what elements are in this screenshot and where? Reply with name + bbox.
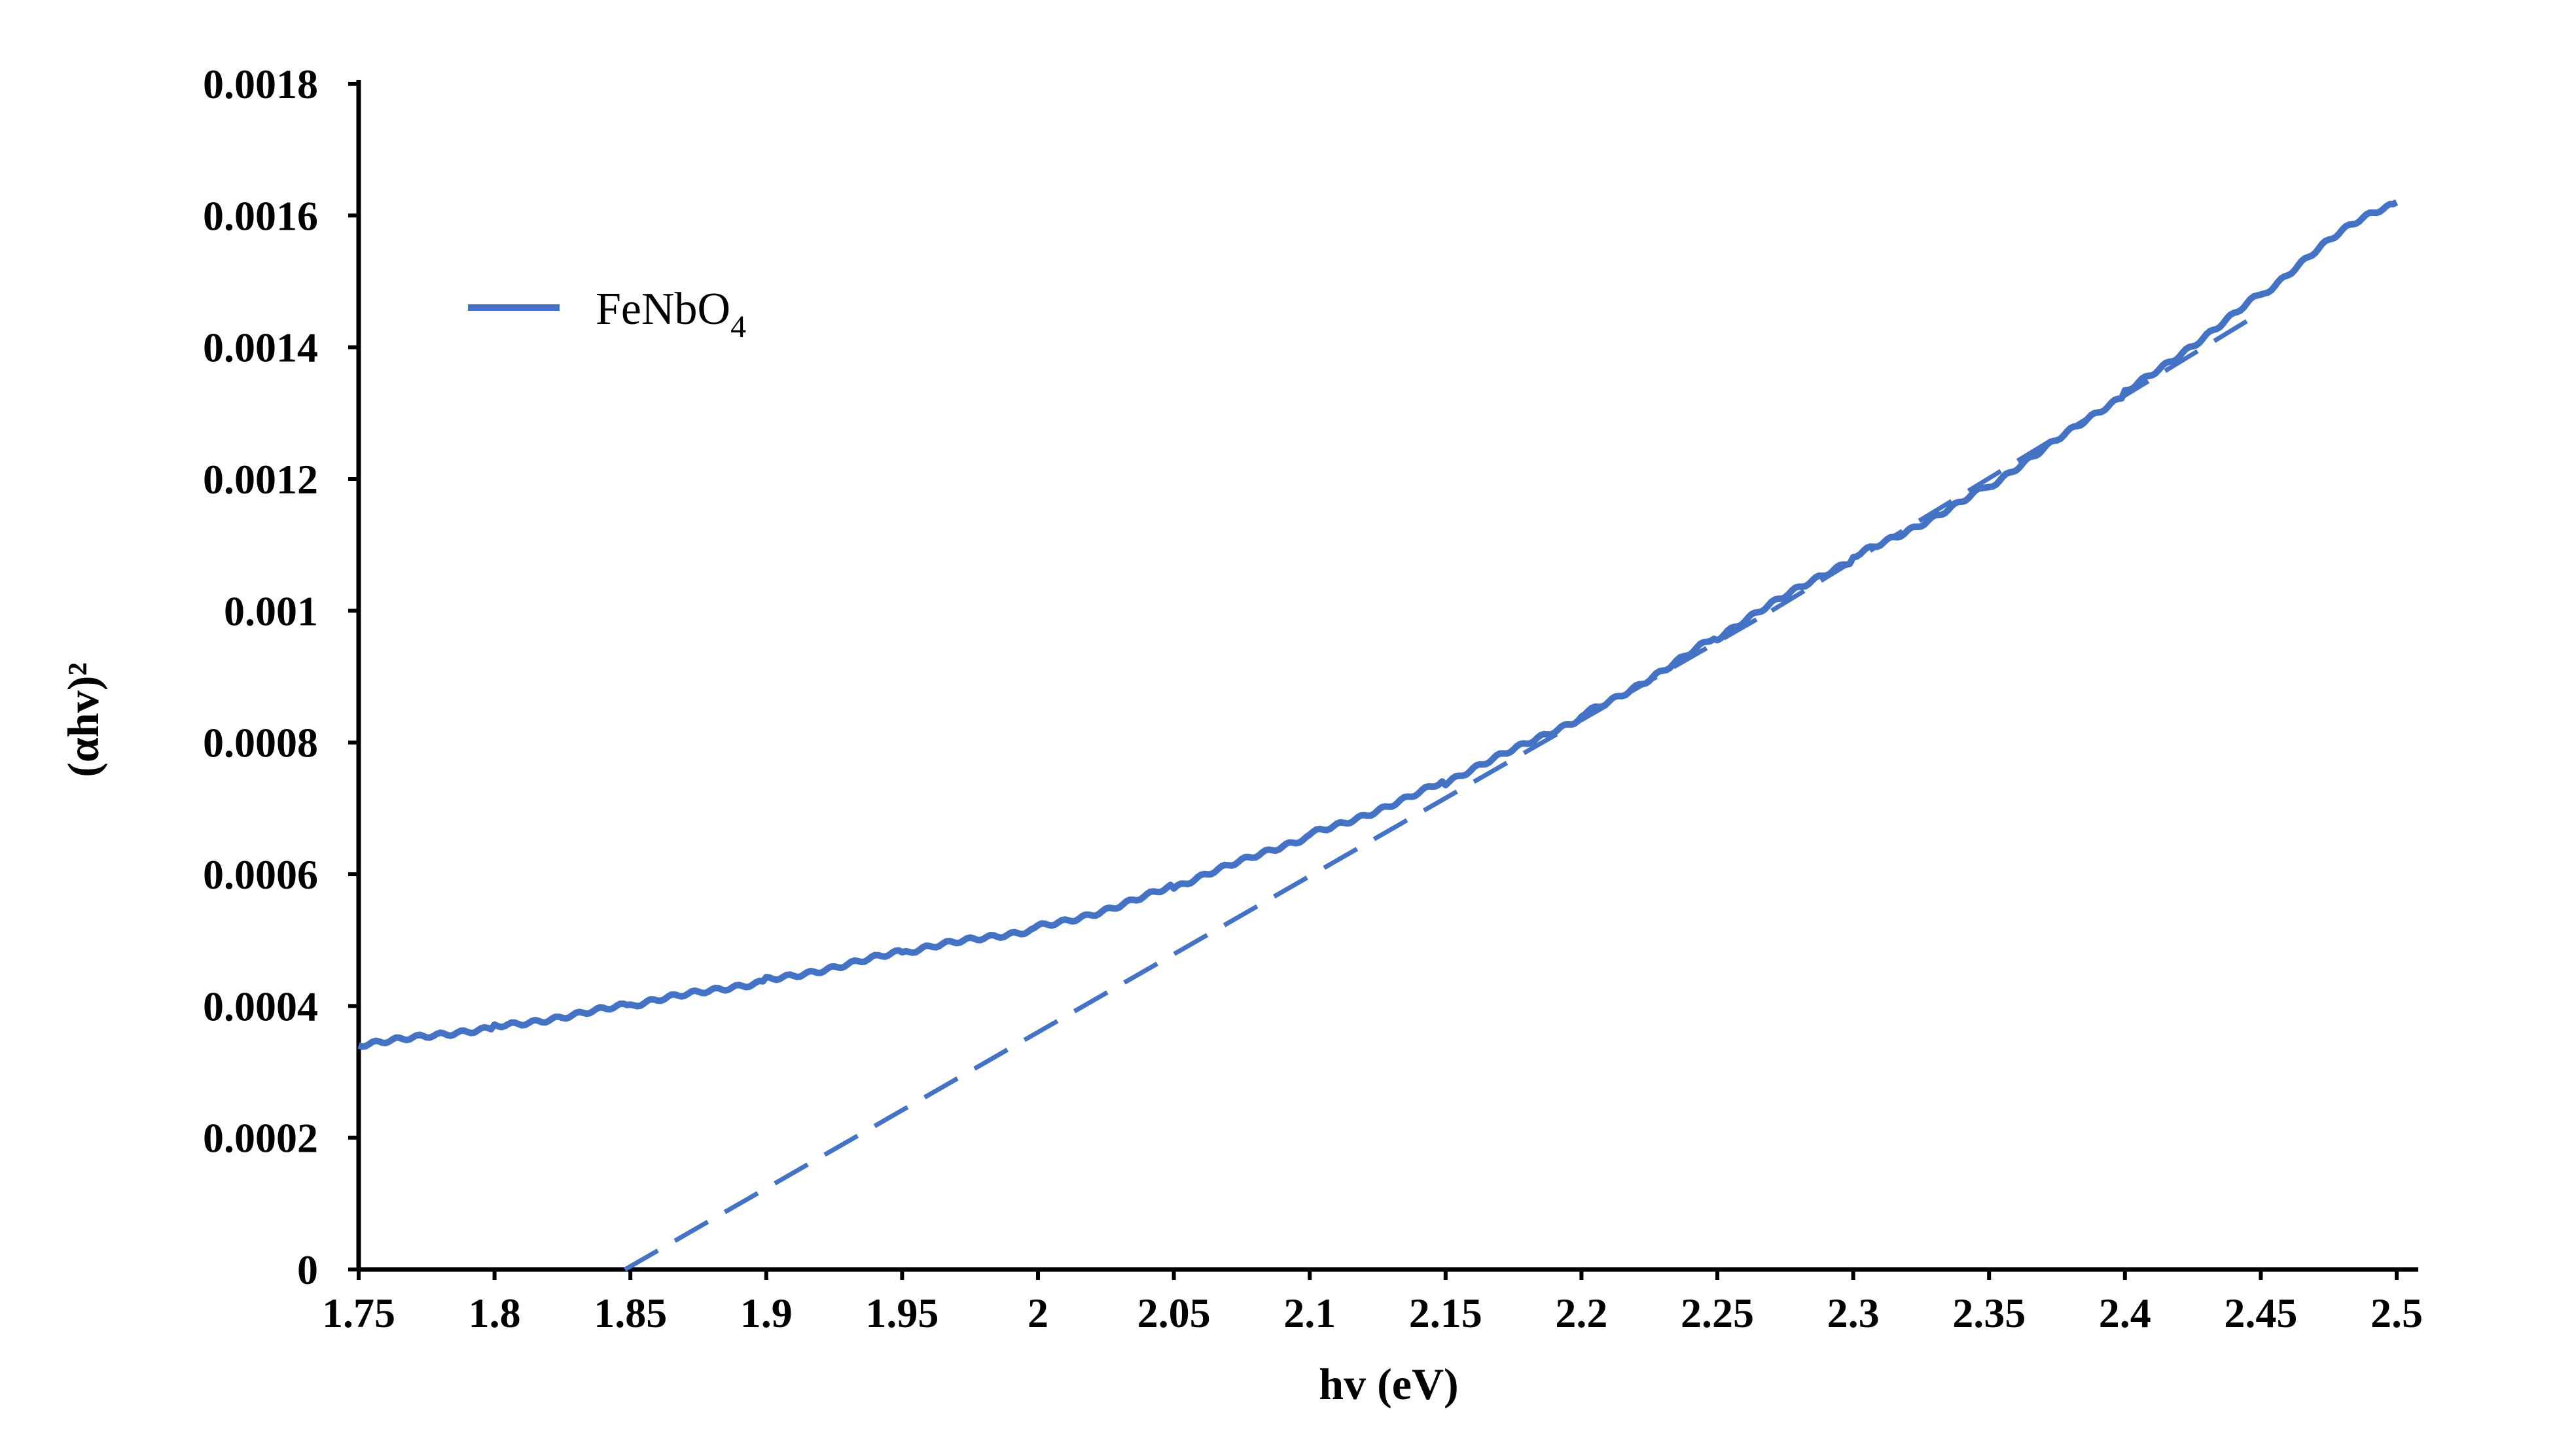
series-layer: [357, 199, 2399, 1272]
x-axis-title: hv (eV): [1319, 1359, 1458, 1409]
x-tick-label: 2: [1028, 1290, 1048, 1336]
x-tick-label: 2.25: [1681, 1290, 1754, 1336]
x-tick-label: 2.4: [2099, 1290, 2151, 1336]
series-line-0: [357, 199, 2399, 1050]
x-tick-label: 2.5: [2370, 1290, 2423, 1336]
x-tick-label: 2.05: [1137, 1290, 1211, 1336]
y-axis-title: (αhv)²: [58, 662, 108, 777]
x-tick-label: 1.8: [469, 1290, 521, 1336]
y-tick-label: 0.0002: [203, 1115, 318, 1162]
y-tick-label: 0.0012: [203, 456, 318, 503]
y-tick-label: 0.0014: [203, 325, 318, 371]
x-tick-label: 1.85: [594, 1290, 667, 1336]
legend-label-subscript: 4: [730, 310, 746, 344]
y-tick-label: 0.0004: [203, 983, 318, 1029]
y-tick-label: 0.0008: [203, 720, 318, 766]
y-tick-label: 0: [297, 1247, 318, 1293]
y-tick-label: 0.001: [224, 588, 318, 634]
x-tick-label: 2.45: [2224, 1290, 2297, 1336]
x-tick-label: 2.1: [1283, 1290, 1336, 1336]
y-tick-label: 0.0006: [203, 851, 318, 898]
x-tick-label: 1.75: [322, 1290, 395, 1336]
y-ticks: 0 0.0002 0.0004 0.0006 0.0008 0.001 0.0012 0.00…: [203, 61, 359, 1293]
x-tick-label: 2.2: [1555, 1290, 1607, 1336]
tangent-line-1: [624, 609, 1773, 1272]
y-tick-label: 0.0018: [203, 61, 318, 107]
x-tick-label: 2.15: [1409, 1290, 1482, 1336]
legend: FeNbO4: [468, 284, 746, 344]
legend-label-main: FeNbO: [596, 284, 730, 334]
axes: [356, 80, 2418, 1272]
x-tick-label: 2.35: [1952, 1290, 2026, 1336]
x-tick-label: 2.3: [1827, 1290, 1880, 1336]
x-ticks: 1.75 1.8 1.85 1.9 1.95 2 2.05 2.1 2.15 2.2 2.25 2.3…: [322, 1269, 2423, 1336]
legend-label: FeNbO4: [596, 284, 746, 344]
x-tick-label: 1.9: [740, 1290, 793, 1336]
x-tick-label: 1.95: [865, 1290, 939, 1336]
tangent-line-2: [1770, 319, 2249, 613]
y-tick-label: 0.0016: [203, 192, 318, 239]
